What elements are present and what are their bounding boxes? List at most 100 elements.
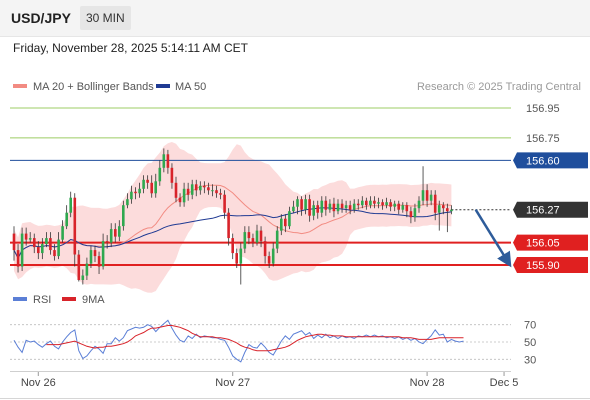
candle [344, 200, 348, 213]
level-label-resistance: 156.95 [526, 103, 560, 115]
candle [227, 208, 230, 246]
candle-body [53, 250, 56, 257]
candle [138, 182, 141, 198]
candle [85, 257, 89, 280]
candle [130, 185, 133, 204]
level-label-resistance: 156.75 [526, 133, 560, 145]
candle-body [433, 194, 437, 213]
level-label-box [513, 257, 588, 274]
candle-body [409, 211, 413, 218]
candle-body [223, 194, 226, 213]
header-bar: USD/JPY 30 MIN [0, 0, 590, 37]
candle-body [190, 184, 194, 195]
candle-body [361, 200, 364, 206]
candle-body [12, 233, 16, 251]
candle [340, 199, 344, 213]
candle [203, 181, 206, 194]
candle [134, 187, 137, 200]
rsi-tick-label: 50 [524, 337, 536, 349]
candle [328, 199, 332, 213]
candle-body [61, 226, 64, 240]
legend-ma20-label: MA 20 + Bollinger Bands [33, 81, 154, 93]
candle [199, 181, 202, 195]
candle [118, 220, 121, 242]
legend-9ma-label: 9MA [82, 294, 105, 306]
candle-body [199, 185, 202, 191]
candle [158, 160, 162, 186]
candle [28, 232, 32, 243]
level-label-support: 155.90 [513, 257, 588, 274]
candle [49, 232, 52, 255]
candle [425, 184, 429, 207]
candle-body [429, 194, 433, 201]
legend-ma50-label: MA 50 [175, 81, 206, 93]
candle [397, 200, 400, 215]
candle-body [296, 199, 299, 207]
candle [215, 185, 218, 198]
candle [292, 200, 295, 213]
candle-body [356, 203, 360, 206]
ma50-line [13, 207, 452, 260]
candle [255, 224, 259, 246]
candle [186, 182, 190, 201]
rsi-tick-label: 70 [524, 320, 536, 332]
candle-body [227, 212, 230, 239]
bollinger-band [14, 142, 452, 293]
candle [263, 236, 267, 264]
candle [401, 202, 405, 213]
candle [33, 233, 36, 254]
timeframe-button[interactable]: 30 MIN [80, 6, 131, 30]
candle-body [308, 199, 311, 216]
candle-body [178, 197, 182, 203]
candle-body [239, 248, 243, 264]
candle [332, 197, 336, 218]
candle [389, 199, 392, 212]
candle-body [389, 202, 392, 207]
candle-body [20, 233, 24, 267]
candle [223, 190, 226, 219]
candle [162, 148, 166, 173]
candle-body [235, 253, 238, 264]
candle-body [324, 200, 328, 210]
candle-body [271, 248, 275, 264]
candle [312, 200, 315, 221]
candle [284, 214, 287, 233]
candle [243, 226, 247, 254]
candle [381, 199, 384, 210]
candle [97, 251, 101, 274]
candle [251, 233, 255, 248]
candle-body [405, 205, 409, 212]
candle-body [397, 203, 400, 210]
candle [352, 199, 356, 213]
candle-body [336, 203, 340, 212]
candle-body [284, 218, 287, 227]
candle [413, 203, 417, 222]
candle-body [154, 181, 157, 194]
candle [178, 193, 182, 207]
candle [154, 173, 157, 198]
legend-ma20-swatch [13, 84, 27, 88]
candle [146, 175, 149, 189]
candle-body [130, 191, 133, 200]
candle-body [16, 250, 20, 267]
main-plot: 156.95 156.75 156.60 156.27 156.05 155.90 [10, 103, 588, 293]
candle [122, 200, 125, 231]
candle-body [348, 205, 352, 210]
level-label-text: 156.95 [526, 103, 560, 115]
candle-body [138, 188, 141, 194]
candle [365, 197, 368, 210]
legend-9ma-swatch [62, 297, 76, 301]
candle [239, 242, 243, 285]
candle [101, 233, 105, 270]
candle-body [166, 154, 170, 168]
x-axis: Nov 26 Nov 27 Nov 28 Dec 5 [10, 371, 518, 389]
candle [190, 179, 194, 200]
candle-body [316, 205, 319, 213]
candle [207, 182, 210, 195]
rsi-line [13, 319, 464, 363]
candle [450, 205, 453, 215]
candle [105, 235, 109, 249]
candle-body [247, 232, 251, 239]
candle [280, 214, 283, 236]
candle-body [89, 250, 93, 264]
